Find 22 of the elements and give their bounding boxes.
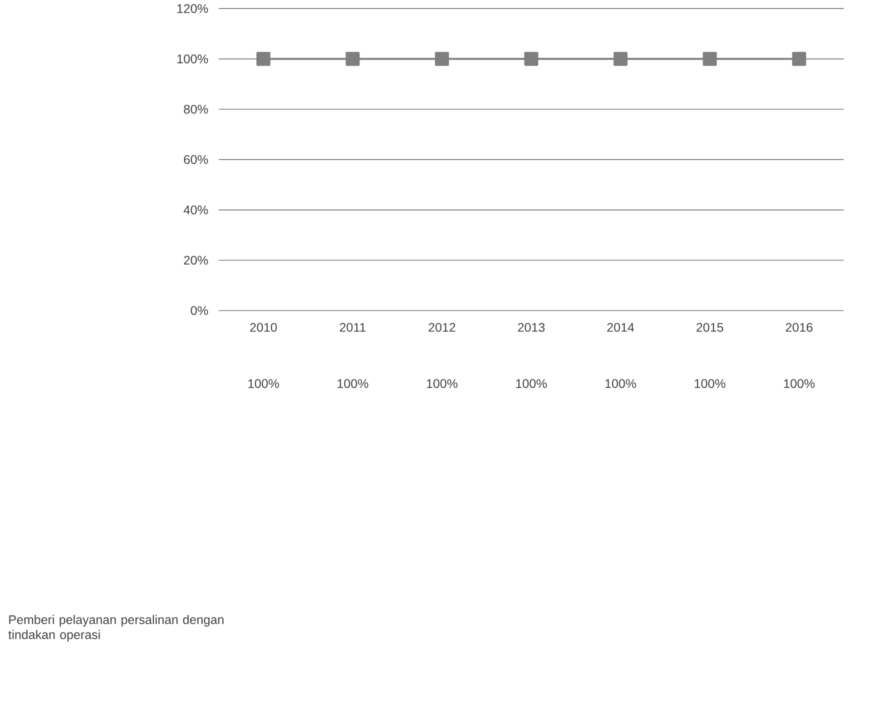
x-tick-label: 2015 bbox=[696, 323, 724, 332]
data-label: 100% bbox=[516, 379, 547, 388]
data-label: 100% bbox=[248, 379, 279, 388]
data-label: 100% bbox=[784, 379, 815, 388]
y-tick-label: 20% bbox=[184, 256, 208, 265]
y-tick-label: 120% bbox=[177, 4, 208, 14]
x-tick-label: 2012 bbox=[428, 323, 456, 332]
y-tick-label: 40% bbox=[184, 206, 208, 214]
x-tick-label: 2011 bbox=[340, 323, 366, 332]
x-tick-label: 2013 bbox=[518, 323, 545, 332]
text: Pemberi pelayanan persalinan dengan tindakan operasi bbox=[8, 615, 224, 642]
y-tick-label: 0% bbox=[190, 306, 208, 316]
data-label: 100% bbox=[694, 379, 726, 388]
y-tick-label: 60% bbox=[184, 155, 208, 164]
data-label: 100% bbox=[606, 379, 636, 388]
y-tick-label: 100% bbox=[177, 54, 208, 64]
x-tick-label: 2016 bbox=[786, 323, 812, 332]
x-tick-label: 2010 bbox=[250, 323, 277, 332]
y-tick-label: 80% bbox=[184, 104, 208, 114]
data-label: 100% bbox=[338, 379, 368, 388]
data-label: 100% bbox=[426, 379, 458, 388]
x-tick-label: 2014 bbox=[607, 323, 634, 332]
